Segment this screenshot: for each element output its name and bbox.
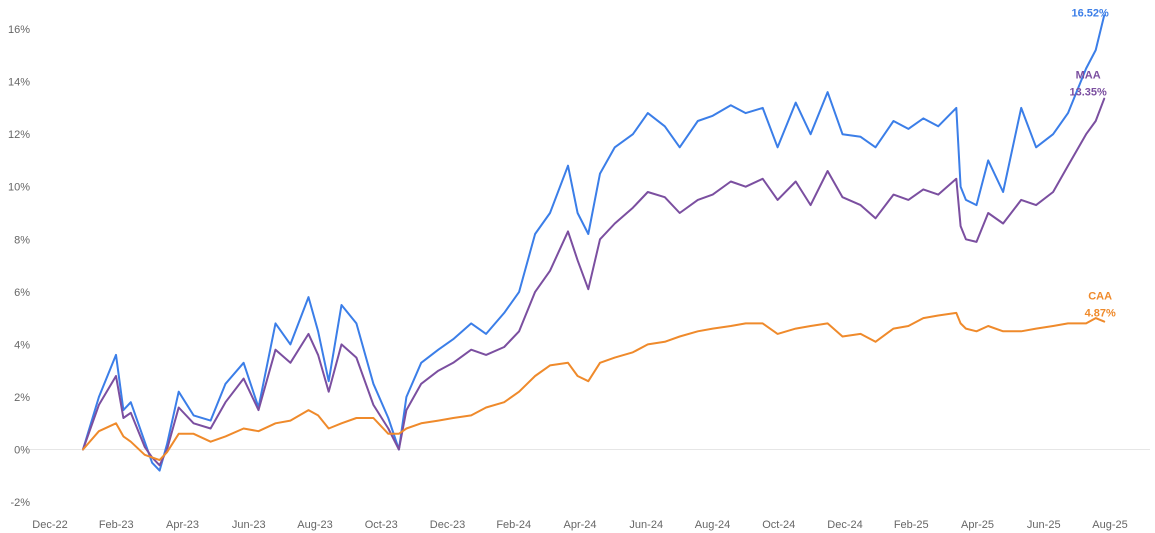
y-tick-label: 8% — [14, 234, 30, 246]
x-tick-label: Dec-24 — [827, 519, 862, 531]
series-name-label: AAA — [1078, 0, 1102, 2]
x-tick-label: Aug-24 — [695, 519, 730, 531]
x-tick-label: Oct-23 — [365, 519, 398, 531]
x-tick-label: Jun-25 — [1027, 519, 1061, 531]
x-tick-label: Feb-25 — [894, 519, 929, 531]
series-value-label: 4.87% — [1085, 308, 1116, 320]
x-tick-label: Apr-23 — [166, 519, 199, 531]
series-value-label: 16.52% — [1072, 7, 1110, 19]
series-name-label: CAA — [1088, 291, 1112, 303]
x-tick-label: Oct-24 — [762, 519, 795, 531]
y-tick-label: 0% — [14, 445, 30, 457]
x-tick-label: Apr-25 — [961, 519, 994, 531]
y-tick-label: 12% — [8, 129, 30, 141]
x-tick-label: Dec-23 — [430, 519, 465, 531]
series-line-aaa — [82, 14, 1106, 472]
x-tick-label: Aug-23 — [297, 519, 332, 531]
x-tick-label: Jun-23 — [232, 519, 266, 531]
series-line-maa — [82, 97, 1106, 467]
x-tick-label: Feb-24 — [496, 519, 531, 531]
x-tick-label: Jun-24 — [629, 519, 663, 531]
x-tick-label: Apr-24 — [563, 519, 596, 531]
y-tick-label: 16% — [8, 24, 30, 36]
y-tick-label: 4% — [14, 339, 30, 351]
y-tick-label: -2% — [10, 497, 30, 509]
y-tick-label: 2% — [14, 392, 30, 404]
series-layer — [82, 14, 1106, 472]
x-tick-label: Dec-22 — [32, 519, 67, 531]
end-labels: AAA 16.52% MAA 13.35% CAA 4.87% — [1070, 0, 1116, 320]
y-tick-label: 6% — [14, 287, 30, 299]
y-tick-label: 10% — [8, 182, 30, 194]
x-axis: Dec-22 Feb-23 Apr-23 Jun-23 Aug-23 Oct-23 Dec-… — [32, 519, 1127, 531]
y-tick-label: 14% — [8, 77, 30, 89]
series-line-caa — [82, 311, 1106, 462]
x-tick-label: Feb-23 — [99, 519, 134, 531]
series-value-label: 13.35% — [1070, 87, 1108, 99]
x-tick-label: Aug-25 — [1092, 519, 1127, 531]
y-axis: -2% 0% 2% 4% 6% 8% 10% 12% 14% 16% — [8, 24, 30, 509]
series-name-label: MAA — [1076, 70, 1101, 82]
